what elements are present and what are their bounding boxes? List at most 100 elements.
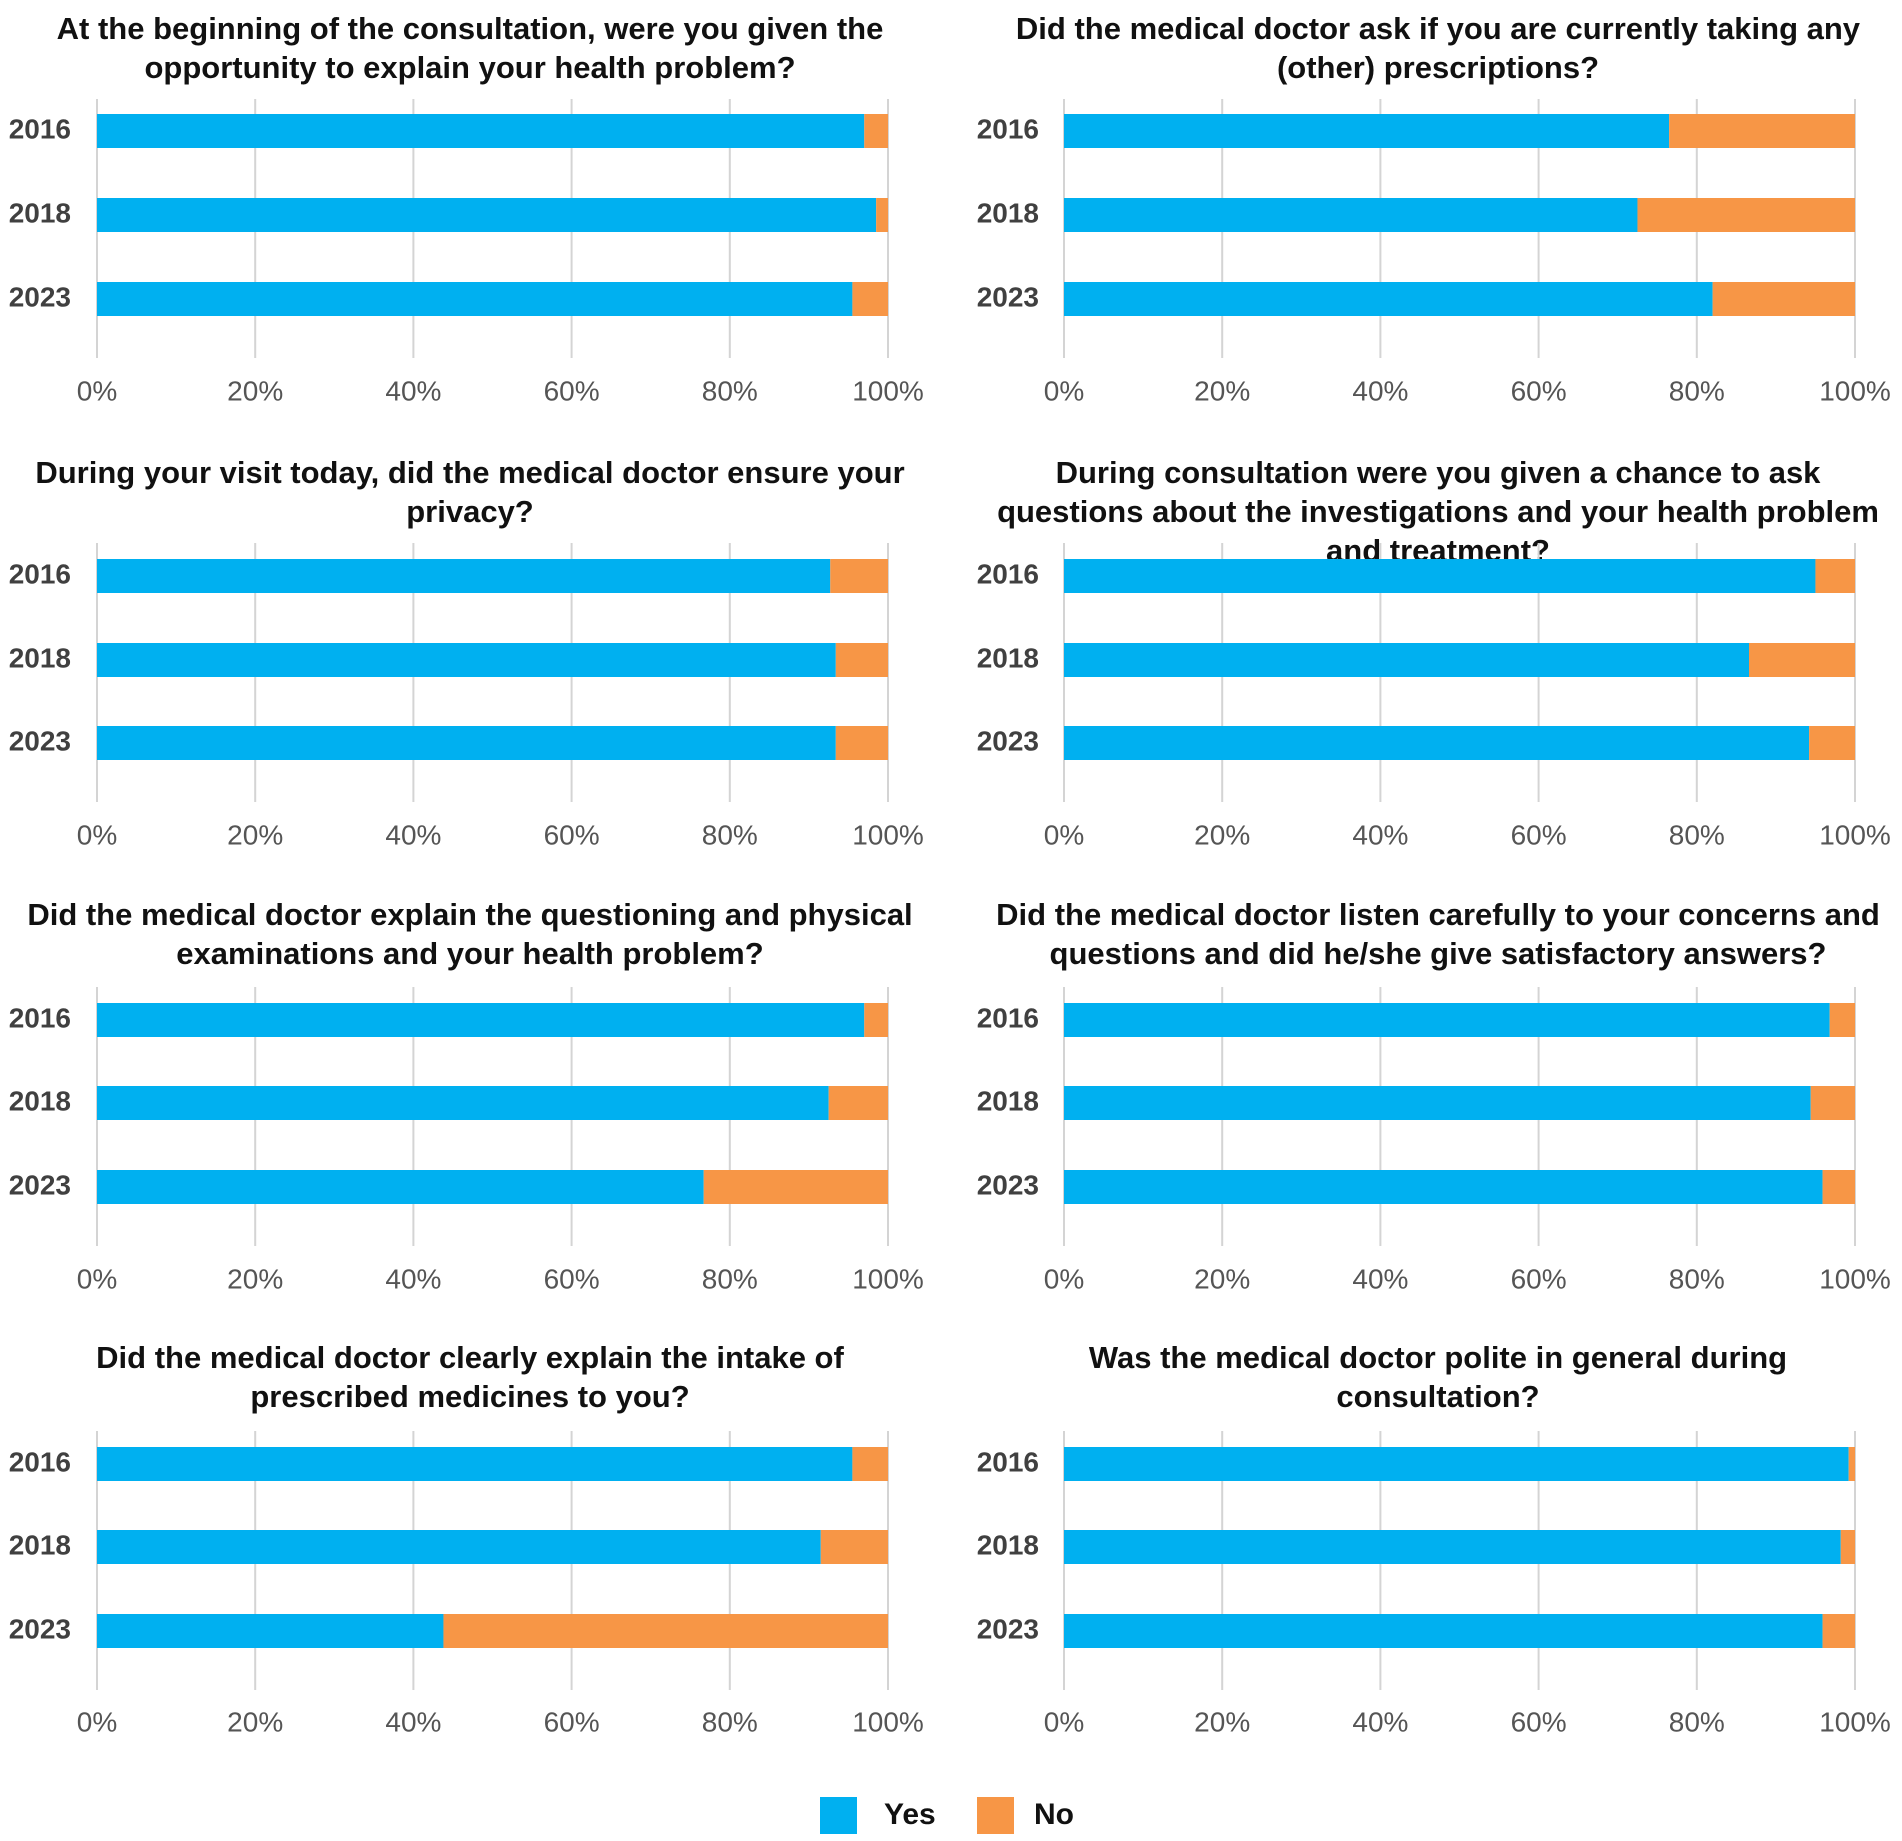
- x-tick-label: 0%: [77, 1263, 117, 1294]
- x-tick-label: 20%: [1194, 1706, 1250, 1737]
- bar-no-2016: [852, 1447, 888, 1481]
- bar-no-2023: [835, 726, 888, 760]
- panel-title-line: Did the medical doctor clearly explain t…: [96, 1340, 844, 1375]
- x-tick-label: 20%: [227, 1263, 283, 1294]
- category-label-2023: 2023: [9, 725, 71, 756]
- x-tick-label: 40%: [385, 1706, 441, 1737]
- category-label-2018: 2018: [9, 1085, 71, 1116]
- bar-no-2016: [1829, 1003, 1855, 1037]
- bar-no-2016: [1669, 114, 1855, 148]
- panel-title-line: During consultation were you given a cha…: [1056, 455, 1822, 490]
- x-tick-label: 100%: [1819, 1706, 1891, 1737]
- x-tick-label: 40%: [1352, 1263, 1408, 1294]
- bar-yes-2018: [1064, 198, 1638, 232]
- bar-no-2023: [1712, 282, 1855, 316]
- panel-title-line: prescribed medicines to you?: [250, 1379, 689, 1414]
- bar-yes-2023: [1064, 282, 1713, 316]
- x-tick-label: 0%: [1044, 1706, 1084, 1737]
- category-label-2016: 2016: [9, 1002, 71, 1033]
- x-tick-label: 40%: [385, 375, 441, 406]
- x-tick-label: 40%: [1352, 375, 1408, 406]
- x-tick-label: 100%: [852, 1263, 924, 1294]
- x-tick-label: 40%: [385, 1263, 441, 1294]
- x-tick-label: 40%: [1352, 1706, 1408, 1737]
- x-tick-label: 60%: [1511, 375, 1567, 406]
- x-tick-label: 60%: [544, 1263, 600, 1294]
- x-tick-label: 80%: [1669, 819, 1725, 850]
- chart-panel-4: During consultation were you given a cha…: [977, 455, 1891, 850]
- bar-no-2018: [828, 1086, 888, 1120]
- chart-panel-1: At the beginning of the consultation, we…: [9, 11, 924, 406]
- x-tick-label: 100%: [852, 1706, 924, 1737]
- x-tick-label: 60%: [1511, 1706, 1567, 1737]
- x-tick-label: 80%: [1669, 375, 1725, 406]
- x-tick-label: 60%: [544, 375, 600, 406]
- category-label-2018: 2018: [9, 1529, 71, 1560]
- category-label-2023: 2023: [977, 1613, 1039, 1644]
- bar-yes-2016: [97, 559, 831, 593]
- panel-title-line: questions and did he/she give satisfacto…: [1050, 936, 1827, 971]
- bar-yes-2016: [1064, 1447, 1849, 1481]
- bar-no-2016: [864, 114, 888, 148]
- chart-panel-7: Did the medical doctor clearly explain t…: [9, 1340, 924, 1737]
- chart-panel-5: Did the medical doctor explain the quest…: [9, 897, 924, 1294]
- bar-yes-2018: [97, 1086, 829, 1120]
- bar-no-2016: [1848, 1447, 1855, 1481]
- panel-title-line: During your visit today, did the medical…: [35, 455, 904, 490]
- x-tick-label: 0%: [1044, 1263, 1084, 1294]
- x-tick-label: 0%: [77, 375, 117, 406]
- bar-yes-2018: [97, 198, 877, 232]
- bar-yes-2023: [97, 1170, 704, 1204]
- bar-yes-2023: [1064, 1170, 1823, 1204]
- category-label-2016: 2016: [9, 113, 71, 144]
- x-tick-label: 20%: [227, 375, 283, 406]
- x-tick-label: 0%: [1044, 375, 1084, 406]
- bar-yes-2016: [1064, 559, 1816, 593]
- category-label-2023: 2023: [9, 281, 71, 312]
- bar-no-2018: [1749, 643, 1855, 677]
- chart-panel-2: Did the medical doctor ask if you are cu…: [977, 11, 1891, 406]
- bar-yes-2023: [1064, 1614, 1823, 1648]
- bar-no-2023: [1822, 1170, 1855, 1204]
- chart-panel-8: Was the medical doctor polite in general…: [977, 1340, 1891, 1737]
- bar-yes-2023: [1064, 726, 1810, 760]
- category-label-2016: 2016: [977, 1002, 1039, 1033]
- legend-swatch-yes: [820, 1797, 857, 1834]
- panel-title-line: opportunity to explain your health probl…: [144, 50, 795, 85]
- x-tick-label: 20%: [1194, 375, 1250, 406]
- panel-title-line: At the beginning of the consultation, we…: [57, 11, 884, 46]
- x-tick-label: 100%: [852, 819, 924, 850]
- x-tick-label: 60%: [1511, 819, 1567, 850]
- x-tick-label: 100%: [1819, 819, 1891, 850]
- panel-title-line: privacy?: [406, 494, 534, 529]
- category-label-2018: 2018: [977, 1529, 1039, 1560]
- category-label-2023: 2023: [977, 281, 1039, 312]
- chart-panel-6: Did the medical doctor listen carefully …: [977, 897, 1891, 1294]
- category-label-2018: 2018: [977, 1085, 1039, 1116]
- bar-yes-2016: [1064, 1003, 1830, 1037]
- x-tick-label: 20%: [227, 819, 283, 850]
- bar-no-2018: [1810, 1086, 1855, 1120]
- x-tick-label: 40%: [1352, 819, 1408, 850]
- legend-swatch-no: [977, 1797, 1014, 1834]
- category-label-2016: 2016: [977, 1446, 1039, 1477]
- x-tick-label: 80%: [702, 819, 758, 850]
- x-tick-label: 100%: [852, 375, 924, 406]
- x-tick-label: 0%: [77, 819, 117, 850]
- bar-no-2023: [1822, 1614, 1855, 1648]
- x-tick-label: 0%: [77, 1706, 117, 1737]
- bar-yes-2023: [97, 726, 836, 760]
- x-tick-label: 60%: [544, 1706, 600, 1737]
- bar-no-2023: [852, 282, 888, 316]
- category-label-2016: 2016: [9, 1446, 71, 1477]
- category-label-2016: 2016: [9, 558, 71, 589]
- bar-yes-2018: [1064, 1530, 1841, 1564]
- x-tick-label: 80%: [702, 375, 758, 406]
- panel-title-line: questions about the investigations and y…: [997, 494, 1879, 529]
- bar-yes-2018: [1064, 1086, 1811, 1120]
- panel-title-line: Did the medical doctor explain the quest…: [27, 897, 912, 932]
- x-tick-label: 80%: [1669, 1706, 1725, 1737]
- bar-no-2018: [820, 1530, 888, 1564]
- legend-label-yes: Yes: [884, 1798, 936, 1831]
